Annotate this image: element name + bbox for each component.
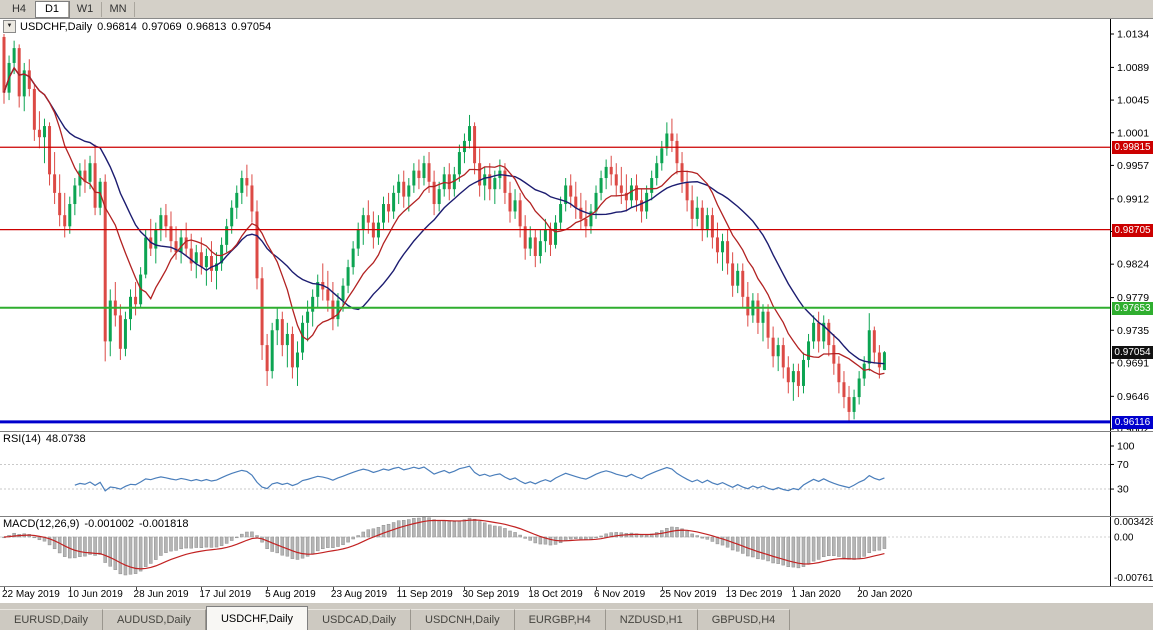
svg-text:0.9779: 0.9779: [1117, 292, 1149, 304]
svg-text:0.9691: 0.9691: [1117, 357, 1149, 369]
chart-tab-eurusd-daily[interactable]: EURUSD,Daily: [0, 609, 103, 630]
timeframe-toolbar: H4 D1 W1 MN: [0, 0, 1153, 19]
date-tick: [793, 587, 795, 590]
date-tick: [135, 587, 137, 590]
svg-text:100: 100: [1117, 441, 1135, 453]
ohlc-high: 0.97069: [141, 20, 182, 33]
svg-text:70: 70: [1117, 459, 1129, 471]
ohlc-open: 0.96814: [97, 20, 137, 33]
svg-text:0.9735: 0.9735: [1117, 325, 1149, 337]
svg-text:30: 30: [1117, 484, 1129, 496]
date-axis-label: 20 Jan 2020: [857, 589, 913, 600]
date-axis-label: 1 Jan 2020: [791, 589, 841, 600]
svg-text:1.0001: 1.0001: [1117, 127, 1149, 139]
date-axis-label: 13 Dec 2019: [725, 589, 783, 600]
chart-tab-nzdusd-h1[interactable]: NZDUSD,H1: [605, 609, 698, 630]
date-axis-label: 25 Nov 2019: [659, 589, 717, 600]
resistance-price-tag: 0.98705: [1112, 224, 1153, 237]
svg-text:1.0134: 1.0134: [1117, 29, 1149, 41]
macd-main-value: -0.001002: [84, 518, 134, 530]
svg-text:0.003428: 0.003428: [1114, 517, 1153, 528]
date-axis-label: 11 Sep 2019: [396, 589, 453, 600]
date-axis-label: 6 Nov 2019: [594, 589, 646, 600]
date-tick: [398, 587, 400, 590]
date-axis-label: 30 Sep 2019: [462, 589, 520, 600]
bid-price-tag: 0.97054: [1112, 346, 1153, 359]
macd-plot[interactable]: 0.003428 0.00 -0.007615: [0, 517, 1153, 586]
timeframe-button-h4[interactable]: H4: [3, 1, 36, 17]
chart-tab-usdcnh-daily[interactable]: USDCNH,Daily: [411, 609, 515, 630]
macd-label: MACD(12,26,9) -0.001002 -0.001818: [3, 518, 194, 530]
chart-tab-usdcad-daily[interactable]: USDCAD,Daily: [308, 609, 412, 630]
date-tick: [464, 587, 466, 590]
date-tick: [661, 587, 663, 590]
ohlc-low: 0.96813: [186, 20, 227, 33]
date-axis-label: 17 Jul 2019: [199, 589, 252, 600]
svg-text:0.9912: 0.9912: [1117, 193, 1149, 205]
date-tick: [4, 587, 5, 590]
timeframe-button-d1[interactable]: D1: [35, 0, 70, 18]
date-axis[interactable]: 22 May 2019 10 Jun 2019 28 Jun 2019 17 Jul …: [0, 586, 1153, 603]
support-price-tag: 0.97653: [1112, 302, 1153, 315]
rsi-plot[interactable]: 100 70 30: [0, 432, 1153, 516]
rsi-indicator-pane[interactable]: 100 70 30 RSI(14) 48.0738: [0, 431, 1153, 517]
ohlc-close: 0.97054: [231, 20, 272, 33]
rsi-label: RSI(14) 48.0738: [3, 433, 91, 445]
date-tick: [530, 587, 532, 590]
timeframe-button-w1[interactable]: W1: [69, 1, 102, 17]
svg-text:0.9824: 0.9824: [1117, 259, 1149, 271]
svg-text:0.00: 0.00: [1114, 533, 1134, 544]
rsi-name: RSI(14): [3, 433, 41, 445]
chart-tab-usdchf-daily[interactable]: USDCHF,Daily: [205, 606, 309, 630]
chart-tab-bar: EURUSD,Daily AUDUSD,Daily USDCHF,Daily USDC…: [0, 602, 1153, 630]
macd-name: MACD(12,26,9): [3, 518, 80, 530]
date-tick: [596, 587, 598, 590]
date-axis-label: 18 Oct 2019: [528, 589, 583, 600]
svg-text:1.0045: 1.0045: [1117, 95, 1149, 107]
date-axis-label: 23 Aug 2019: [330, 589, 388, 600]
date-tick: [727, 587, 729, 590]
resistance-price-tag: 0.99815: [1112, 141, 1153, 154]
chart-menu-arrow-icon[interactable]: ▼: [3, 20, 16, 33]
chart-tab-gbpusd-h4[interactable]: GBPUSD,H4: [697, 609, 791, 630]
main-chart-pane[interactable]: 1.0134 1.0089 1.0045 1.0001 0.9957 0.9912 0.98…: [0, 19, 1153, 431]
chart-tab-audusd-daily[interactable]: AUDUSD,Daily: [102, 609, 206, 630]
date-axis-label: 28 Jun 2019: [133, 589, 189, 600]
rsi-value: 48.0738: [45, 433, 86, 445]
date-tick: [267, 587, 269, 590]
macd-indicator-pane[interactable]: 0.003428 0.00 -0.007615 MACD(12,26,9) -0.0…: [0, 516, 1153, 587]
date-tick: [859, 587, 861, 590]
svg-text:1.0089: 1.0089: [1117, 62, 1149, 74]
date-tick: [201, 587, 203, 590]
svg-text:0.9646: 0.9646: [1117, 391, 1149, 403]
timeframe-button-mn[interactable]: MN: [102, 1, 135, 17]
macd-signal-value: -0.001818: [138, 518, 189, 530]
chart-tab-eurgbp-h4[interactable]: EURGBP,H4: [514, 609, 606, 630]
date-axis-label: 10 Jun 2019: [67, 589, 123, 600]
date-tick: [332, 587, 334, 590]
date-tick: [69, 587, 71, 590]
chart-ohlc-label: ▼ USDCHF,Daily 0.96814 0.97069 0.96813 0…: [3, 20, 276, 33]
date-axis-label: 22 May 2019: [2, 589, 60, 600]
date-axis-label: 5 Aug 2019: [265, 589, 316, 600]
svg-text:-0.007615: -0.007615: [1114, 573, 1153, 584]
chart-symbol-label: USDCHF,Daily: [20, 20, 93, 33]
svg-text:0.9957: 0.9957: [1117, 160, 1149, 172]
support-price-tag: 0.96116: [1112, 416, 1153, 429]
candlestick-chart[interactable]: 1.0134 1.0089 1.0045 1.0001 0.9957 0.9912 0.98…: [0, 19, 1153, 431]
